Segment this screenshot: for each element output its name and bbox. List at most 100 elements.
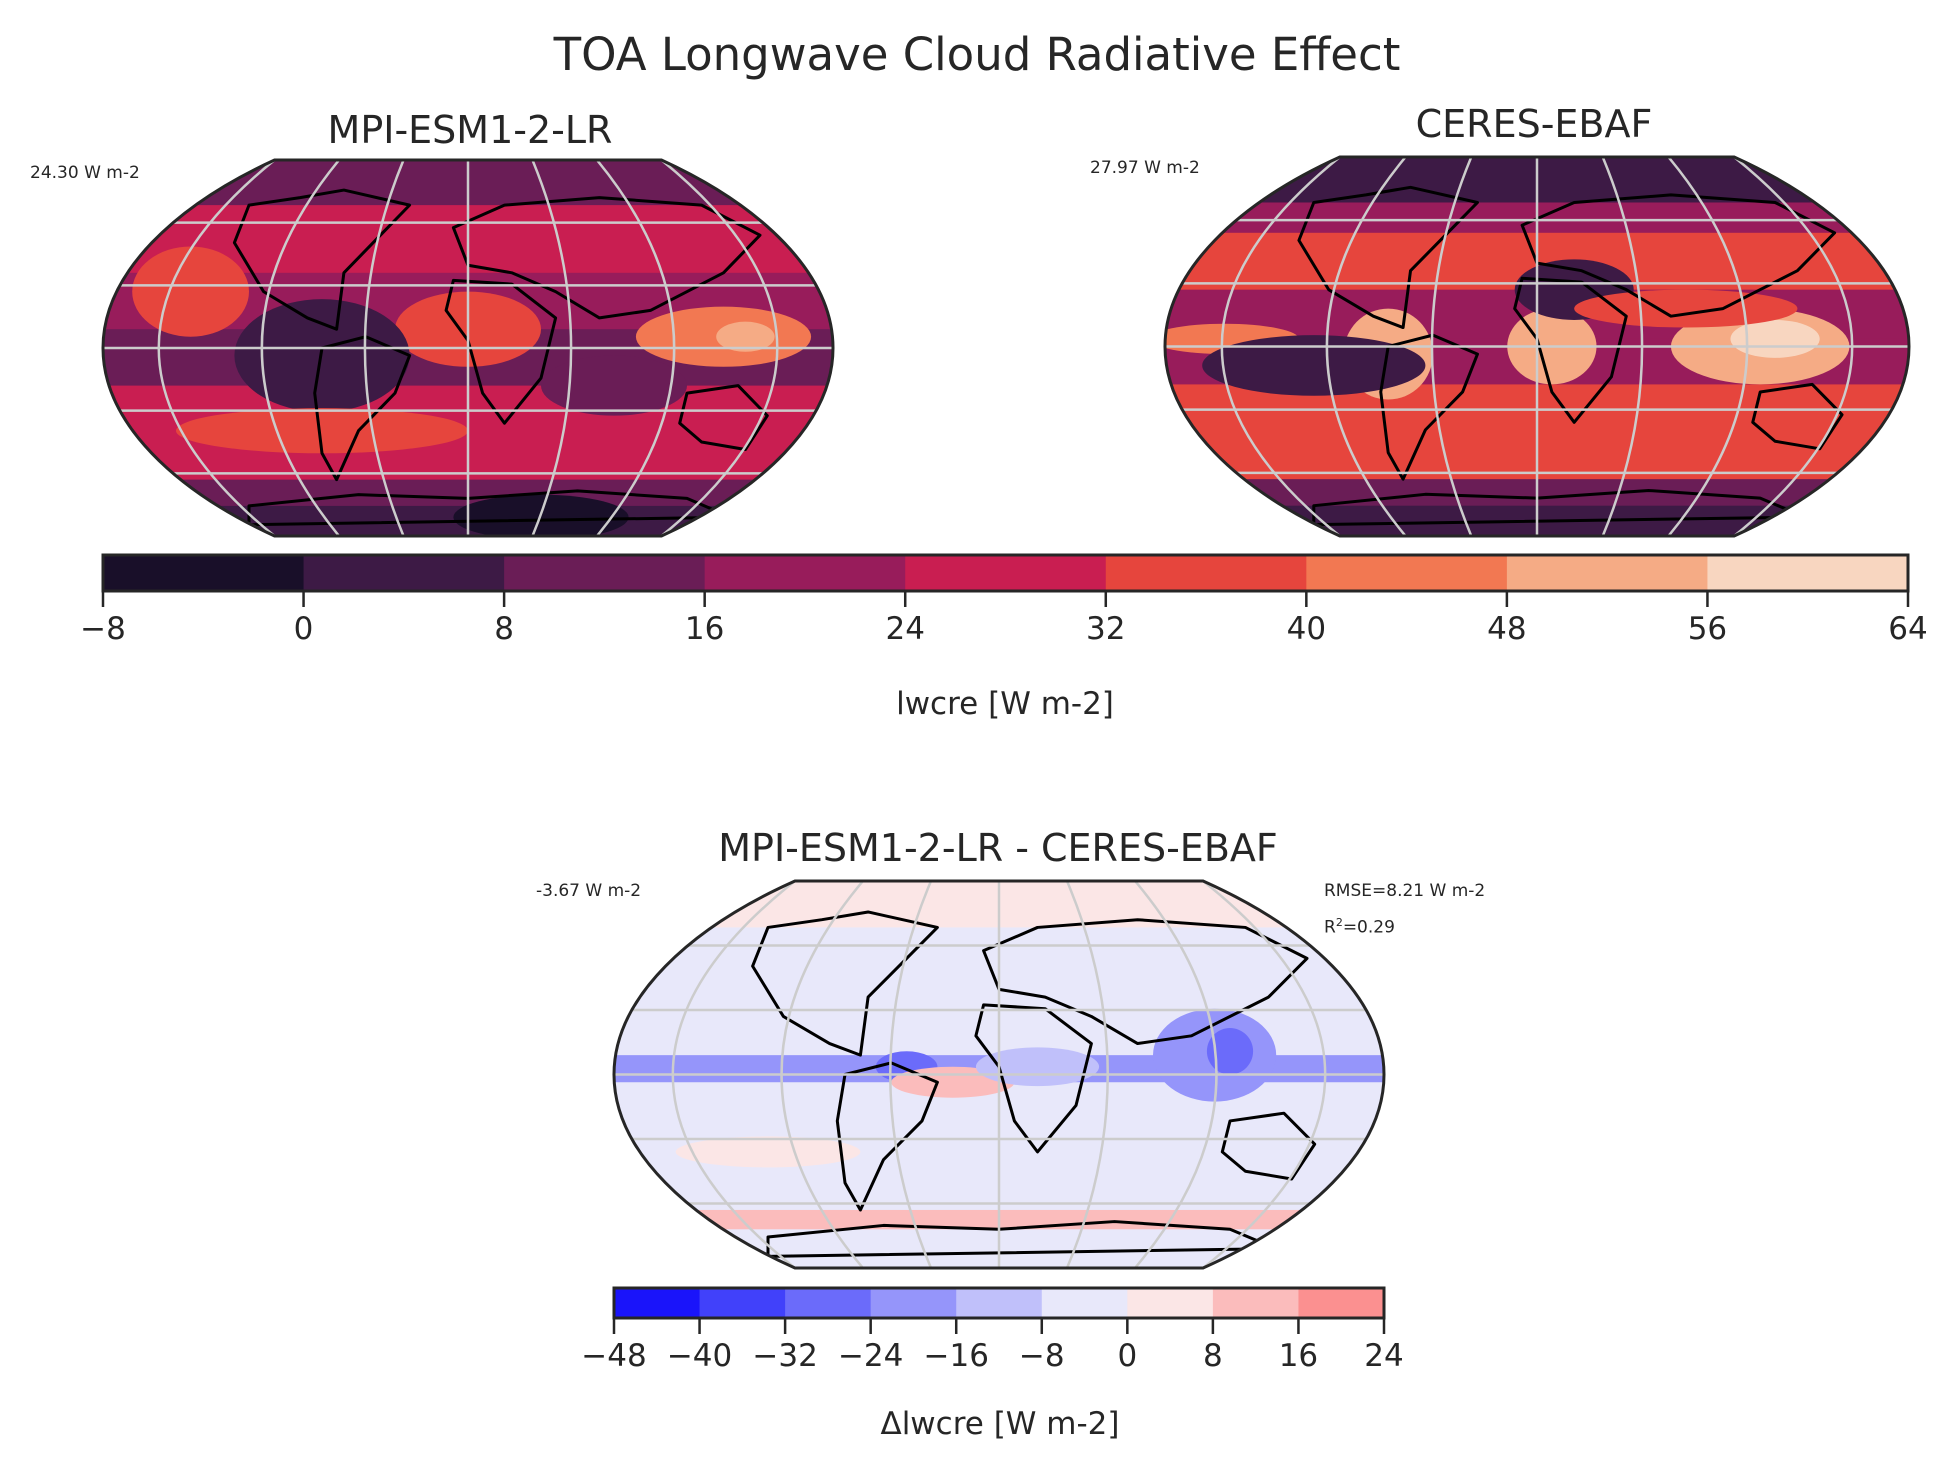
colorbar-tick-label: −48: [581, 1338, 647, 1374]
figure-title: TOA Longwave Cloud Radiative Effect: [553, 28, 1401, 81]
longitude-gridline: [1667, 157, 1749, 536]
longitude-gridline: [157, 160, 276, 536]
longitude-gridline: [1733, 157, 1854, 536]
colorbar-segment: [905, 555, 1107, 591]
reference-mean-label: 27.97 W m-2: [1090, 158, 1200, 178]
bias-colorbar: [612, 1286, 1386, 1334]
map-frame: [101, 158, 835, 538]
coastline: [444, 278, 558, 425]
rmse-label: RMSE=8.21 W m-2: [1324, 881, 1486, 901]
colorbar-segment: [1306, 555, 1508, 591]
r2-value: =0.29: [1342, 917, 1395, 938]
colorbar-tick-label: 64: [1888, 611, 1928, 647]
map-frame: [612, 879, 1386, 1270]
r2-prefix: R: [1324, 917, 1336, 938]
contour-region: [1730, 319, 1820, 358]
bias-map: [612, 879, 1386, 1270]
colorbar-tick-label: 40: [1286, 611, 1327, 647]
coastline: [982, 918, 1309, 1046]
colorbar-segment: [614, 1288, 701, 1318]
colorbar-tick-label: 8: [494, 611, 514, 647]
colorbar-segment: [785, 1288, 872, 1318]
r2-superscript: 2: [1335, 916, 1343, 929]
reference-map-title: CERES-EBAF: [1415, 102, 1653, 146]
model-mean-label: 24.30 W m-2: [30, 163, 140, 183]
colorbar-tick-label: −8: [80, 611, 126, 647]
coastline: [835, 1061, 939, 1212]
colorbar-tick-label: −32: [752, 1338, 818, 1374]
longitude-gridline: [1430, 157, 1473, 536]
coastline: [1520, 193, 1837, 318]
longitude-gridline: [260, 160, 340, 536]
longitude-gridline: [660, 160, 779, 536]
longitude-gridline: [889, 881, 933, 1268]
colorbar-segment: [1105, 555, 1307, 591]
main-colorbar: [101, 553, 1910, 607]
contour-region: [1202, 335, 1426, 396]
longitude-gridline: [671, 881, 796, 1268]
contour-region: [541, 355, 687, 416]
coastline: [313, 335, 412, 482]
contour-region: [975, 1047, 1100, 1087]
colorbar-tick-label: 8: [1203, 1338, 1223, 1374]
colorbar-segment: [699, 1288, 786, 1318]
coastline: [1220, 1111, 1317, 1181]
colorbar-frame: [101, 553, 1910, 593]
colorbar-tick-label: −16: [923, 1338, 989, 1374]
colorbar-tick-label: −24: [837, 1338, 904, 1374]
coastline: [1379, 333, 1479, 481]
colorbar-segment: [956, 1288, 1043, 1318]
reference-map: [1163, 155, 1911, 538]
contour-region: [675, 1136, 861, 1168]
bias-map-title: MPI-ESM1-2-LR - CERES-EBAF: [718, 826, 1278, 870]
colorbar-tick-label: −8: [1018, 1338, 1065, 1374]
colorbar-tick-label: 0: [293, 611, 314, 647]
colorbar-segment: [1127, 1288, 1214, 1318]
coastline: [1751, 382, 1844, 451]
colorbar-tick-label: 56: [1687, 611, 1728, 647]
longitude-gridline: [1202, 881, 1327, 1268]
coastline: [974, 1003, 1093, 1154]
colorbar-frame: [612, 1286, 1386, 1320]
coastline: [1513, 276, 1628, 424]
longitude-gridline: [1601, 157, 1644, 536]
coastline: [678, 384, 769, 452]
colorbar-tick-label: −40: [666, 1338, 733, 1374]
colorbar-segment: [1707, 555, 1909, 591]
colorbar-tick-label: 32: [1086, 611, 1126, 647]
colorbar-segment: [103, 555, 305, 591]
model-map: [101, 158, 835, 538]
longitude-gridline: [1134, 881, 1218, 1268]
longitude-gridline: [596, 160, 676, 536]
colorbar-tick-label: 24: [1364, 1338, 1404, 1374]
colorbar-segment: [504, 555, 706, 591]
colorbar-segment: [1041, 1288, 1128, 1318]
contour-region: [132, 246, 249, 337]
contour-region: [1574, 289, 1798, 328]
coastline: [451, 196, 762, 320]
contour-region: [716, 321, 775, 352]
colorbar-tick-label: 16: [1278, 1338, 1319, 1374]
longitude-gridline: [780, 881, 864, 1268]
longitude-gridline: [531, 160, 573, 536]
colorbar-segment: [303, 555, 505, 591]
main-colorbar-label: lwcre [W m-2]: [896, 686, 1114, 722]
r-squared-label: R2=0.29: [1324, 916, 1395, 938]
colorbar-tick-label: 16: [684, 611, 725, 647]
longitude-gridline: [1325, 157, 1407, 536]
contour-region: [176, 408, 468, 454]
map-frame: [1163, 155, 1911, 538]
colorbar-segment: [870, 1288, 957, 1318]
colorbar-segment: [704, 555, 906, 591]
colorbar-tick-label: 48: [1487, 611, 1527, 647]
colorbar-segment: [1298, 1288, 1385, 1318]
bias-colorbar-label: Δlwcre [W m-2]: [880, 1406, 1120, 1442]
model-map-title: MPI-ESM1-2-LR: [327, 108, 613, 152]
bias-mean-label: -3.67 W m-2: [536, 881, 642, 901]
longitude-gridline: [1065, 881, 1109, 1268]
contour-region: [1206, 1028, 1254, 1075]
colorbar-segment: [1506, 555, 1708, 591]
colorbar-segment: [1212, 1288, 1299, 1318]
colorbar-tick-label: 24: [885, 611, 925, 647]
longitude-gridline: [1220, 157, 1341, 536]
